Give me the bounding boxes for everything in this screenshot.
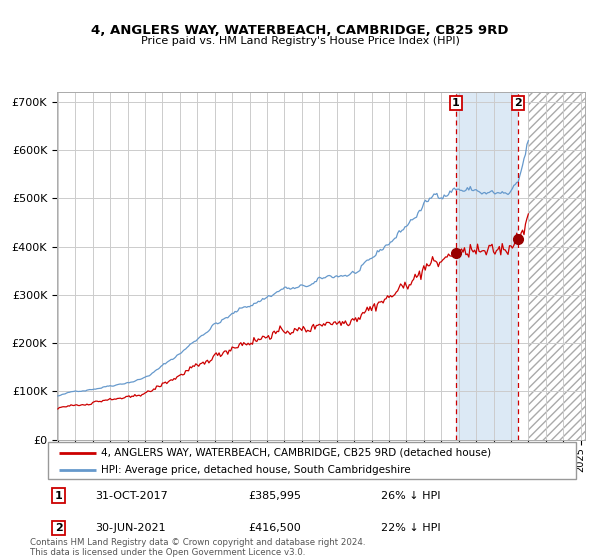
Bar — [529, 92, 585, 440]
Text: 1: 1 — [452, 97, 460, 108]
Text: £416,500: £416,500 — [248, 523, 301, 533]
Text: Price paid vs. HM Land Registry's House Price Index (HPI): Price paid vs. HM Land Registry's House … — [140, 36, 460, 46]
Text: HPI: Average price, detached house, South Cambridgeshire: HPI: Average price, detached house, Sout… — [101, 465, 410, 475]
Text: 2: 2 — [55, 523, 62, 533]
Text: 30-JUN-2021: 30-JUN-2021 — [95, 523, 166, 533]
Text: 31-OCT-2017: 31-OCT-2017 — [95, 491, 168, 501]
Text: 4, ANGLERS WAY, WATERBEACH, CAMBRIDGE, CB25 9RD (detached house): 4, ANGLERS WAY, WATERBEACH, CAMBRIDGE, C… — [101, 447, 491, 458]
FancyBboxPatch shape — [48, 442, 576, 479]
Text: Contains HM Land Registry data © Crown copyright and database right 2024.
This d: Contains HM Land Registry data © Crown c… — [30, 538, 365, 557]
Text: £385,995: £385,995 — [248, 491, 302, 501]
Text: 2: 2 — [514, 97, 522, 108]
Text: 4, ANGLERS WAY, WATERBEACH, CAMBRIDGE, CB25 9RD: 4, ANGLERS WAY, WATERBEACH, CAMBRIDGE, C… — [91, 24, 509, 36]
Bar — [456, 92, 518, 440]
Text: 1: 1 — [55, 491, 62, 501]
Text: 22% ↓ HPI: 22% ↓ HPI — [380, 523, 440, 533]
Text: 26% ↓ HPI: 26% ↓ HPI — [380, 491, 440, 501]
